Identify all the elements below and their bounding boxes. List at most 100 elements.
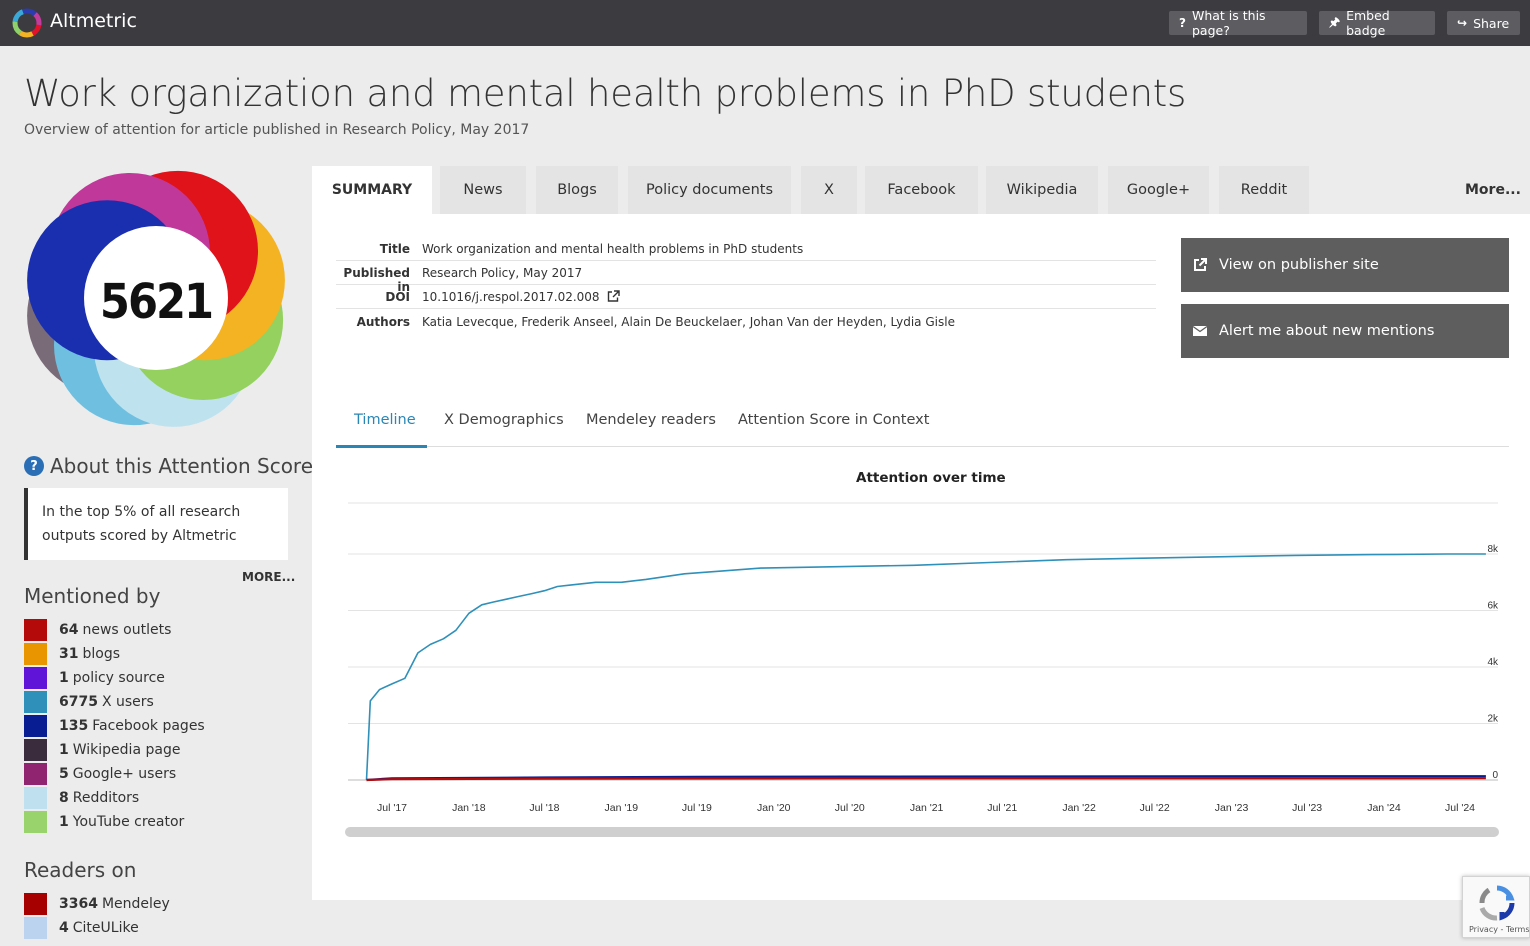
- mentioned-by-item[interactable]: 1 YouTube creator: [24, 811, 184, 833]
- readers-on-heading: Readers on: [24, 858, 137, 882]
- mentioned-by-label: Wikipedia page: [72, 742, 181, 758]
- mentioned-by-label: blogs: [82, 646, 121, 662]
- page-subtitle: Overview of attention for article publis…: [24, 122, 530, 138]
- about-more-link[interactable]: MORE...: [242, 570, 296, 584]
- chart-scrollbar[interactable]: [345, 827, 1499, 837]
- subtab-timeline[interactable]: Timeline: [354, 412, 416, 428]
- tab-news[interactable]: News: [440, 166, 526, 214]
- alert-mentions-button[interactable]: Alert me about new mentions: [1181, 304, 1509, 358]
- mentioned-by-label: Google+ users: [72, 766, 177, 782]
- mentioned-by-count: 1: [59, 670, 69, 686]
- chart-x-tick-label: Jul '18: [529, 802, 559, 814]
- attention-score-value: 5621: [100, 274, 212, 330]
- meta-value: Katia Levecque, Frederik Anseel, Alain D…: [422, 315, 955, 329]
- external-link-icon[interactable]: [607, 290, 621, 302]
- meta-value: Research Policy, May 2017: [422, 266, 583, 280]
- mentioned-by-label: Redditors: [72, 790, 140, 806]
- brand-name[interactable]: Altmetric: [50, 10, 137, 32]
- mentioned-by-item[interactable]: 6775 X users: [24, 691, 154, 713]
- chart-x-tick-label: Jul '17: [377, 802, 407, 814]
- meta-value: Work organization and mental health prob…: [422, 242, 804, 256]
- tab-wikipedia[interactable]: Wikipedia: [986, 166, 1098, 214]
- mentioned-by-count: 8: [59, 790, 69, 806]
- question-circle-icon[interactable]: ?: [24, 456, 44, 476]
- view-publisher-button[interactable]: View on publisher site: [1181, 238, 1509, 292]
- mentioned-by-item[interactable]: 135 Facebook pages: [24, 715, 205, 737]
- chart-y-tick-label: 4k: [1487, 657, 1499, 668]
- mentioned-by-swatch: [24, 787, 47, 809]
- mentioned-by-label: Facebook pages: [92, 718, 205, 734]
- recaptcha-badge[interactable]: Privacy - Terms: [1462, 876, 1530, 938]
- mentioned-by-item[interactable]: 8 Redditors: [24, 787, 139, 809]
- about-score-title: About this Attention Score: [50, 454, 314, 478]
- chart-x-tick-label: Jan '21: [910, 802, 944, 814]
- readers-on-item[interactable]: 3364 Mendeley: [24, 893, 170, 915]
- mentioned-by-count: 5: [59, 766, 69, 782]
- attention-over-time-chart[interactable]: 0 2k 4k 6k 8k Jul '17 Jan '18 Jul '18 Jan '19 Jul…: [336, 496, 1516, 826]
- question-icon: ?: [1179, 16, 1186, 30]
- mentioned-by-count: 31: [59, 646, 79, 662]
- meta-row-authors: Authors Katia Levecque, Frederik Anseel,…: [336, 310, 1156, 334]
- chart-x-tick-label: Jul '22: [1140, 802, 1170, 814]
- mentioned-by-heading: Mentioned by: [24, 584, 161, 608]
- chart-title: Attention over time: [856, 470, 1006, 486]
- mentioned-by-label: X users: [101, 694, 154, 710]
- tab-more[interactable]: More...: [1465, 182, 1521, 198]
- chart-x-tick-label: Jul '20: [835, 802, 865, 814]
- mentioned-by-count: 64: [59, 622, 79, 638]
- readers-on-swatch: [24, 893, 47, 915]
- mentioned-by-label: policy source: [72, 670, 165, 686]
- tab-blogs[interactable]: Blogs: [536, 166, 618, 214]
- mentioned-by-item[interactable]: 31 blogs: [24, 643, 120, 665]
- tab-policy-documents[interactable]: Policy documents: [628, 166, 791, 214]
- share-icon: ↪: [1457, 16, 1468, 30]
- mentioned-by-swatch: [24, 691, 47, 713]
- tab-facebook[interactable]: Facebook: [865, 166, 978, 214]
- mentioned-by-item[interactable]: 64 news outlets: [24, 619, 171, 641]
- chart-x-tick-label: Jan '23: [1215, 802, 1249, 814]
- meta-key: Published in: [343, 266, 410, 294]
- page-title: Work organization and mental health prob…: [24, 72, 1187, 115]
- external-link-icon: [1194, 258, 1207, 271]
- chart-x-tick-label: Jul '23: [1292, 802, 1322, 814]
- chart-y-tick-label: 6k: [1487, 601, 1499, 612]
- chart-x-tick-label: Jul '24: [1445, 802, 1475, 814]
- mentioned-by-label: news outlets: [82, 622, 172, 638]
- meta-key: Authors: [356, 315, 410, 329]
- readers-on-item[interactable]: 4 CiteULike: [24, 917, 139, 939]
- readers-on-label: CiteULike: [72, 920, 139, 936]
- tab-reddit[interactable]: Reddit: [1219, 166, 1309, 214]
- chart-x-tick-label: Jan '24: [1367, 802, 1401, 814]
- mentioned-by-item[interactable]: 1 Wikipedia page: [24, 739, 180, 761]
- attention-score-donut[interactable]: 5621: [22, 164, 290, 432]
- tab-summary[interactable]: SUMMARY: [312, 166, 432, 214]
- recaptcha-text[interactable]: Privacy - Terms: [1469, 925, 1530, 934]
- mentioned-by-swatch: [24, 619, 47, 641]
- doi-container: 10.1016/j.respol.2017.02.008: [422, 290, 621, 304]
- mentioned-by-count: 1: [59, 742, 69, 758]
- chart-x-tick-label: Jan '22: [1062, 802, 1096, 814]
- share-button[interactable]: ↪ Share: [1447, 11, 1520, 35]
- mentioned-by-swatch: [24, 715, 47, 737]
- tab-google[interactable]: Google+: [1108, 166, 1209, 214]
- tab-x[interactable]: X: [801, 166, 857, 214]
- donut-center: [84, 226, 228, 370]
- mentioned-by-count: 1: [59, 814, 69, 830]
- chart-series-line-0: [365, 553, 1486, 781]
- subtab-mendeley-readers[interactable]: Mendeley readers: [586, 412, 716, 428]
- embed-badge-button[interactable]: 🖈︎ Embed badge: [1319, 8, 1435, 38]
- mentioned-by-swatch: [24, 667, 47, 689]
- meta-key: DOI: [385, 290, 410, 304]
- mentioned-by-item[interactable]: 1 policy source: [24, 667, 165, 689]
- what-is-this-page-button[interactable]: ? What is this page?: [1169, 8, 1307, 38]
- chart-y-tick-label: 0: [1492, 770, 1498, 781]
- top-bar: Altmetric ? What is this page? 🖈︎ Embed …: [0, 0, 1530, 46]
- subtab-x-demographics[interactable]: X Demographics: [444, 412, 564, 428]
- altmetric-logo-icon[interactable]: [12, 8, 42, 38]
- mentioned-by-item[interactable]: 5 Google+ users: [24, 763, 176, 785]
- meta-key: Title: [379, 242, 410, 256]
- readers-on-swatch: [24, 917, 47, 939]
- about-score-heading: ? About this Attention Score: [24, 454, 313, 478]
- subtab-score-in-context[interactable]: Attention Score in Context: [738, 412, 930, 428]
- doi-link[interactable]: 10.1016/j.respol.2017.02.008: [422, 290, 600, 304]
